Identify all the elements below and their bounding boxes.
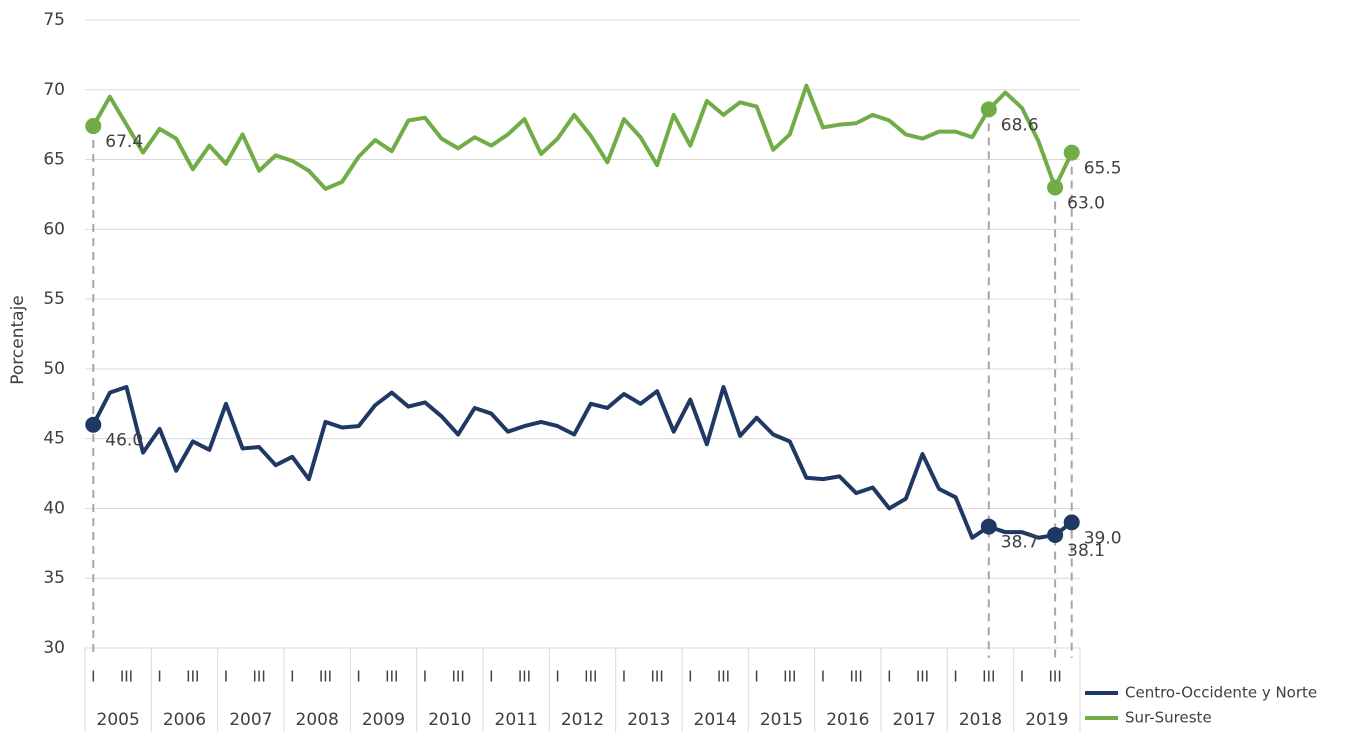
x-tick-label: I xyxy=(290,668,294,686)
series-line xyxy=(91,83,1074,191)
y-axis-label: Porcentaje xyxy=(8,295,28,385)
point-marker xyxy=(85,118,102,135)
legend-label: Centro-Occidente y Norte xyxy=(1125,684,1317,702)
y-tick-label: 35 xyxy=(43,568,65,588)
x-tick-label: I xyxy=(91,668,95,686)
year-label: 2005 xyxy=(97,710,140,730)
x-tick-label: III xyxy=(849,668,862,686)
data-label: 39.0 xyxy=(1084,528,1122,548)
y-tick-label: 75 xyxy=(43,10,65,30)
y-tick-label: 40 xyxy=(43,498,65,518)
year-label: 2008 xyxy=(296,710,339,730)
x-tick-label: III xyxy=(982,668,995,686)
year-label: 2006 xyxy=(163,710,206,730)
point-marker xyxy=(1063,514,1080,531)
x-tick-label: I xyxy=(688,668,692,686)
year-label: 2013 xyxy=(627,710,670,730)
data-label: 46.0 xyxy=(105,431,143,451)
x-tick-label: III xyxy=(717,668,730,686)
year-label: 2014 xyxy=(694,710,737,730)
data-label: 38.1 xyxy=(1067,541,1105,561)
x-tick-label: I xyxy=(622,668,626,686)
year-label: 2018 xyxy=(959,710,1002,730)
year-label: 2017 xyxy=(893,710,936,730)
year-label: 2007 xyxy=(229,710,272,730)
x-tick-label: III xyxy=(650,668,663,686)
year-label: 2012 xyxy=(561,710,604,730)
x-tick-label: I xyxy=(224,668,228,686)
point-marker xyxy=(85,416,102,433)
x-tick-label: I xyxy=(356,668,360,686)
y-tick-label: 65 xyxy=(43,150,65,170)
x-tick-label: III xyxy=(1048,668,1061,686)
x-tick-label: III xyxy=(319,668,332,686)
year-label: 2016 xyxy=(826,710,869,730)
x-tick-label: III xyxy=(783,668,796,686)
x-tick-label: I xyxy=(489,668,493,686)
y-tick-label: 30 xyxy=(43,638,65,658)
x-tick-label: III xyxy=(451,668,464,686)
x-tick-label: III xyxy=(252,668,265,686)
x-tick-label: III xyxy=(518,668,531,686)
y-tick-label: 60 xyxy=(43,219,65,239)
series-line xyxy=(91,385,1073,540)
y-tick-label: 55 xyxy=(43,289,65,309)
point-marker xyxy=(1047,526,1064,543)
point-marker xyxy=(1047,179,1064,196)
data-label: 63.0 xyxy=(1067,193,1105,213)
x-tick-label: III xyxy=(584,668,597,686)
y-tick-label: 70 xyxy=(43,80,65,100)
year-label: 2019 xyxy=(1025,710,1068,730)
year-label: 2015 xyxy=(760,710,803,730)
point-marker xyxy=(1063,144,1080,161)
x-tick-label: I xyxy=(423,668,427,686)
data-label: 68.6 xyxy=(1001,115,1039,135)
x-tick-label: I xyxy=(887,668,891,686)
y-tick-label: 45 xyxy=(43,429,65,449)
point-marker xyxy=(980,518,997,535)
year-label: 2011 xyxy=(495,710,538,730)
y-tick-label: 50 xyxy=(43,359,65,379)
x-tick-label: I xyxy=(555,668,559,686)
point-marker xyxy=(980,101,997,118)
x-tick-label: I xyxy=(821,668,825,686)
data-label: 65.5 xyxy=(1084,159,1122,179)
x-tick-label: III xyxy=(186,668,199,686)
legend-label: Sur-Sureste xyxy=(1125,709,1212,727)
data-label: 38.7 xyxy=(1001,533,1039,553)
x-tick-label: I xyxy=(953,668,957,686)
year-label: 2009 xyxy=(362,710,405,730)
data-label: 67.4 xyxy=(105,132,143,152)
x-tick-label: III xyxy=(916,668,929,686)
x-tick-label: I xyxy=(1020,668,1024,686)
x-tick-label: I xyxy=(754,668,758,686)
x-tick-label: I xyxy=(157,668,161,686)
x-tick-label: III xyxy=(385,668,398,686)
year-label: 2010 xyxy=(428,710,471,730)
x-tick-label: III xyxy=(120,668,133,686)
